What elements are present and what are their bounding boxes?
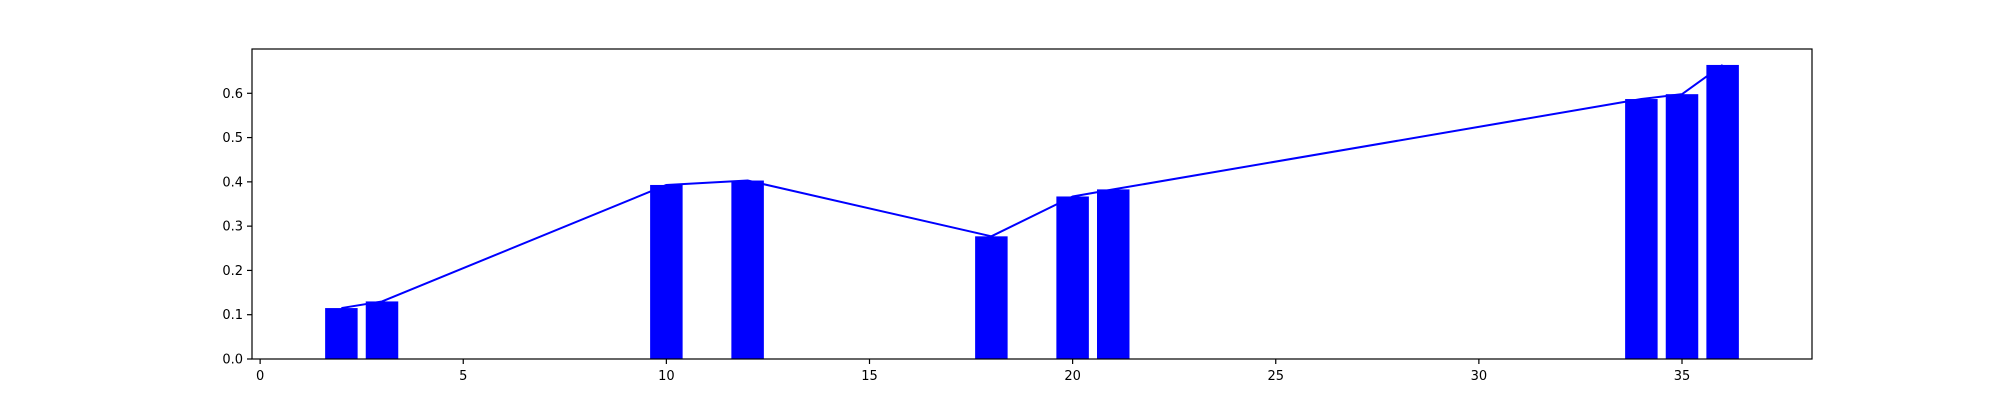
x-tick-label-1: 5 (459, 369, 467, 384)
bars-layer (325, 64, 1739, 360)
y-tick-label-3: 0.3 (222, 220, 243, 235)
bar-4 (975, 236, 1008, 359)
plot-frame (251, 48, 1813, 360)
bar-7 (1625, 99, 1658, 359)
y-tick-label-5: 0.5 (222, 131, 243, 146)
x-tick-label-4: 20 (1064, 369, 1081, 384)
x-tick-label-5: 25 (1267, 369, 1284, 384)
y-axis: 0.0 0.1 0.2 0.3 0.4 0.5 0.6 (222, 87, 252, 368)
x-axis: 0 5 10 15 20 25 30 35 (256, 359, 1690, 384)
bar-0 (325, 308, 358, 359)
y-tick-label-1: 0.1 (222, 308, 243, 323)
line-layer (341, 64, 1724, 310)
bar-5 (1056, 196, 1089, 359)
bar-2 (650, 184, 683, 359)
x-tick-label-6: 30 (1471, 369, 1488, 384)
y-tick-label-4: 0.4 (222, 175, 243, 190)
x-tick-label-0: 0 (256, 369, 264, 384)
y-tick-label-6: 0.6 (222, 87, 243, 102)
y-tick-label-0: 0.0 (222, 353, 243, 368)
bar-1 (365, 301, 399, 359)
bar-9 (1706, 64, 1739, 359)
bar-3 (731, 180, 764, 359)
x-tick-label-3: 15 (861, 369, 878, 384)
y-tick-label-2: 0.2 (222, 264, 243, 279)
x-tick-label-7: 35 (1674, 369, 1691, 384)
bar-6 (1097, 189, 1130, 359)
bar-8 (1665, 94, 1699, 360)
x-tick-label-2: 10 (658, 369, 675, 384)
series-line (341, 64, 1724, 310)
